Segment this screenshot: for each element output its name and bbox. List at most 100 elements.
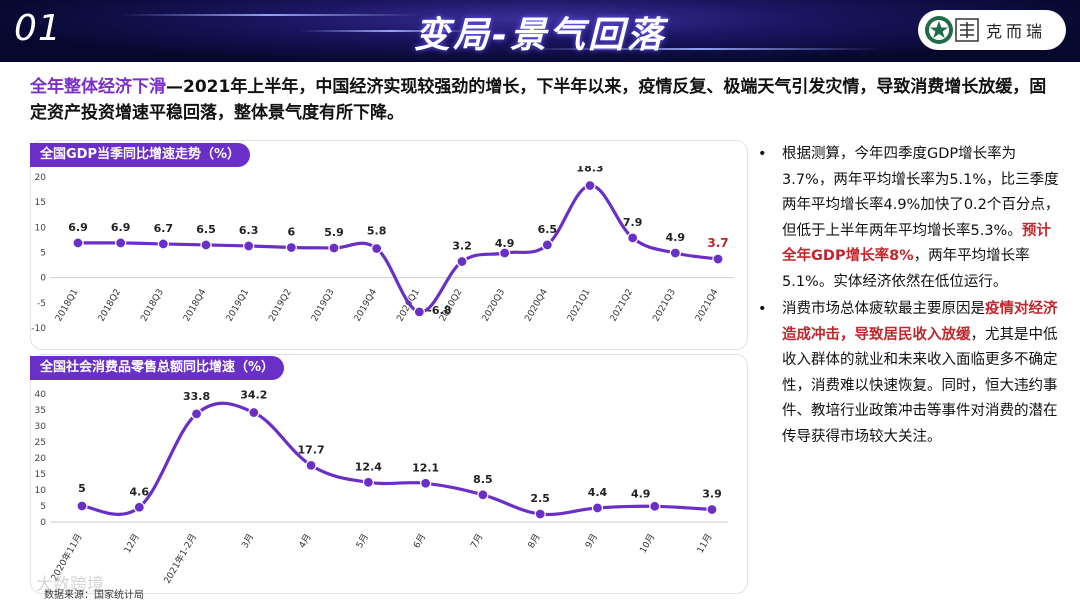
data-point bbox=[477, 489, 489, 501]
y-tick-label: 15 bbox=[35, 470, 46, 480]
data-label: 34.2 bbox=[240, 389, 267, 402]
data-point bbox=[305, 459, 317, 471]
bullet-dot-icon: • bbox=[758, 146, 767, 162]
page-title: 变局-景气回落 bbox=[414, 15, 666, 56]
y-tick-label: 30 bbox=[35, 422, 47, 432]
bullet-text: ，两年平均增长率5.1%。实体经济依然在低位运行。 bbox=[782, 248, 1030, 290]
x-tick-label: 2021Q3 bbox=[651, 288, 678, 324]
x-tick-label: 2021Q2 bbox=[609, 288, 636, 324]
seal-logo-icon bbox=[955, 18, 979, 42]
x-tick-label: 6月 bbox=[411, 532, 428, 550]
data-point bbox=[248, 406, 260, 419]
series-line bbox=[76, 183, 720, 314]
y-tick-label: 25 bbox=[35, 438, 46, 448]
retail-chart-panel bbox=[30, 354, 748, 594]
data-label: 6.5 bbox=[538, 223, 558, 236]
data-label: 4.9 bbox=[495, 237, 514, 250]
data-point bbox=[499, 247, 511, 259]
data-label: -6.8 bbox=[427, 304, 451, 317]
x-tick-label: 2020Q4 bbox=[523, 287, 550, 323]
data-point bbox=[541, 239, 553, 251]
retail-chart-title: 全国社会消费品零售总额同比增速（%） bbox=[30, 356, 285, 380]
data-label: 6.7 bbox=[154, 222, 174, 235]
y-tick-label: 35 bbox=[35, 406, 46, 416]
x-tick-label: 2019Q4 bbox=[353, 287, 380, 323]
data-point bbox=[627, 232, 639, 244]
x-tick-label: 2018Q4 bbox=[182, 287, 209, 323]
y-tick-label: 15 bbox=[35, 198, 46, 208]
y-tick-label: 10 bbox=[35, 486, 47, 496]
data-label: 17.7 bbox=[298, 443, 325, 456]
series-line bbox=[80, 401, 714, 517]
x-tick-label: 2020Q3 bbox=[481, 288, 508, 324]
data-label: 8.5 bbox=[473, 473, 493, 486]
data-point bbox=[591, 502, 604, 514]
data-label: 2.5 bbox=[530, 492, 550, 505]
x-tick-label: 2018Q3 bbox=[139, 288, 166, 324]
y-tick-label: -10 bbox=[31, 324, 46, 334]
data-point bbox=[243, 240, 255, 252]
data-source: 数据来源：国家统计局 bbox=[44, 590, 144, 601]
data-point bbox=[328, 242, 340, 254]
data-point bbox=[190, 408, 203, 420]
intro-text: —2021年上半年，中国经济实现较强劲的增长，下半年以来，疫情反复、极端天气引发… bbox=[30, 77, 1047, 123]
y-tick-label: 40 bbox=[35, 390, 47, 400]
y-tick-label: 20 bbox=[35, 454, 47, 464]
data-label: 5.8 bbox=[367, 224, 387, 237]
bullet-item: • 消费市场总体疲软最主要原因是疫情对经济造成冲击，导致居民收入放缓，尤其是中低收… bbox=[758, 297, 1063, 450]
y-tick-label: 0 bbox=[40, 274, 46, 284]
data-label: 3.2 bbox=[452, 240, 472, 253]
data-label: 6.5 bbox=[196, 223, 216, 236]
data-label: 18.3 bbox=[576, 166, 603, 175]
data-point bbox=[456, 255, 468, 268]
y-tick-label: 5 bbox=[40, 249, 46, 259]
x-tick-label: 2019Q1 bbox=[225, 288, 252, 324]
commentary-bullets: • 根据测算，今年四季度GDP增长率为3.7%，两年平均增长率为5.1%，比三季度… bbox=[758, 142, 1063, 452]
data-point bbox=[133, 501, 145, 513]
x-tick-label: 11月 bbox=[695, 532, 715, 555]
x-tick-label: 2019Q2 bbox=[267, 288, 294, 324]
data-point bbox=[420, 477, 432, 489]
data-label: 4.9 bbox=[666, 231, 686, 244]
bullet-emphasis: 预计全年GDP增长率8% bbox=[782, 222, 1051, 265]
gdp-chart-title: 全国GDP当季同比增速走势（%） bbox=[30, 143, 251, 167]
x-tick-label: 3月 bbox=[240, 532, 257, 550]
data-point bbox=[115, 237, 127, 249]
x-tick-label: 2019Q3 bbox=[310, 288, 337, 324]
bullet-item: • 根据测算，今年四季度GDP增长率为3.7%，两年平均增长率为5.1%，比三季度… bbox=[758, 142, 1063, 295]
data-label: 3.9 bbox=[702, 488, 722, 501]
data-point bbox=[706, 503, 718, 516]
data-point bbox=[712, 253, 724, 265]
header-banner: 01 变局-景气回落 克而瑞 bbox=[0, 0, 1080, 62]
data-label: 6.9 bbox=[68, 221, 88, 234]
data-label: 4.4 bbox=[588, 486, 608, 499]
brand-logo: 克而瑞 bbox=[918, 10, 1066, 50]
y-tick-label: 0 bbox=[40, 518, 46, 528]
data-point bbox=[534, 508, 546, 520]
data-point bbox=[584, 179, 596, 192]
brand-name: 克而瑞 bbox=[986, 22, 1047, 41]
data-label: 33.8 bbox=[183, 390, 210, 403]
data-point bbox=[200, 239, 212, 251]
intro-highlight: 全年整体经济下滑 bbox=[30, 77, 166, 97]
x-tick-label: 2018Q2 bbox=[97, 288, 124, 324]
data-label: 6.9 bbox=[111, 221, 130, 234]
x-tick-label: 2018Q1 bbox=[54, 288, 81, 324]
data-label: 5 bbox=[78, 482, 86, 495]
light-streak bbox=[120, 14, 420, 16]
data-label: 4.6 bbox=[130, 485, 150, 498]
section-number: 01 bbox=[14, 8, 62, 49]
x-tick-label: 5月 bbox=[354, 532, 371, 550]
bullet-emphasis: 疫情对经济造成冲击，导致居民收入放缓 bbox=[782, 301, 1058, 343]
y-tick-label: 20 bbox=[35, 173, 47, 183]
x-tick-label: 9月 bbox=[583, 532, 600, 550]
data-label: 12.4 bbox=[355, 460, 382, 473]
x-tick-label: 2021年1-2月 bbox=[161, 532, 199, 586]
bullet-text: ，尤其是中低收入群体的就业和未来收入面临更多不确定性，消费难以快速恢复。同时，恒… bbox=[782, 326, 1058, 445]
data-point bbox=[157, 238, 169, 250]
data-point bbox=[413, 306, 425, 318]
x-tick-label: 2021Q1 bbox=[566, 288, 593, 324]
x-tick-label: 2021Q4 bbox=[694, 287, 721, 323]
gdp-chart: 20 15 10 5 0 -5 -10 2018Q1 2018Q2 2018Q3 2018Q4 201… bbox=[31, 166, 734, 334]
